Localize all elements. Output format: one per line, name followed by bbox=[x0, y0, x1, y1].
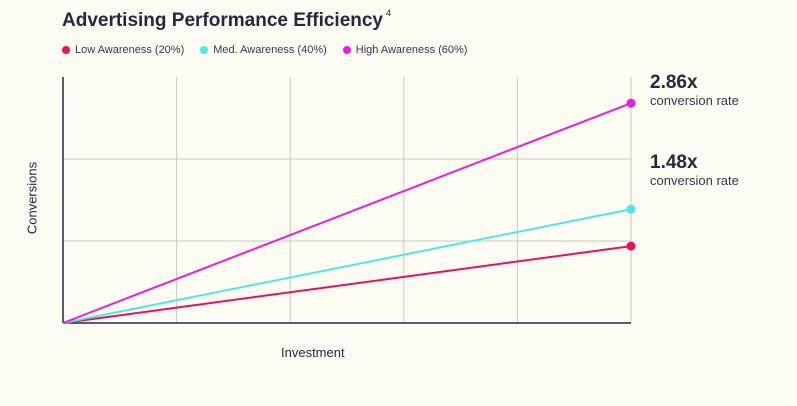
title-footnote-marker: 4 bbox=[386, 7, 392, 18]
legend-label-med: Med. Awareness (40%) bbox=[213, 44, 327, 56]
annotation-med: 1.48x conversion rate bbox=[650, 152, 739, 189]
annotation-high: 2.86x conversion rate bbox=[650, 72, 739, 109]
legend-label-low: Low Awareness (20%) bbox=[75, 44, 185, 56]
chart-title: Advertising Performance Efficiency 4 bbox=[62, 7, 392, 32]
series-end-point-0 bbox=[626, 241, 636, 251]
legend-dot-low bbox=[62, 46, 70, 54]
legend-item-low: Low Awareness (20%) bbox=[62, 44, 184, 56]
annotation-med-value: 1.48x bbox=[650, 152, 698, 173]
legend-dot-med bbox=[200, 46, 209, 54]
annotation-high-value: 2.86x bbox=[650, 72, 698, 93]
chart-legend: Low Awareness (20%) Med. Awareness (40%)… bbox=[62, 44, 467, 56]
series-end-point-1 bbox=[626, 204, 636, 214]
x-axis-label: Investment bbox=[281, 345, 345, 360]
chart-title-text: Advertising Performance Efficiency bbox=[62, 10, 383, 31]
series-end-point-2 bbox=[626, 98, 636, 108]
series-line-1 bbox=[62, 208, 632, 324]
legend-dot-high bbox=[342, 46, 351, 54]
annotation-med-text: conversion rate bbox=[650, 172, 739, 188]
legend-label-high: High Awareness (60%) bbox=[355, 44, 468, 56]
legend-item-high: High Awareness (60%) bbox=[342, 44, 468, 56]
legend-item-med: Med. Awareness (40%) bbox=[200, 44, 327, 56]
series-line-0 bbox=[62, 245, 632, 324]
series-line-2 bbox=[62, 102, 632, 324]
y-axis-label: Conversions bbox=[24, 161, 40, 235]
annotation-high-text: conversion rate bbox=[650, 92, 739, 108]
